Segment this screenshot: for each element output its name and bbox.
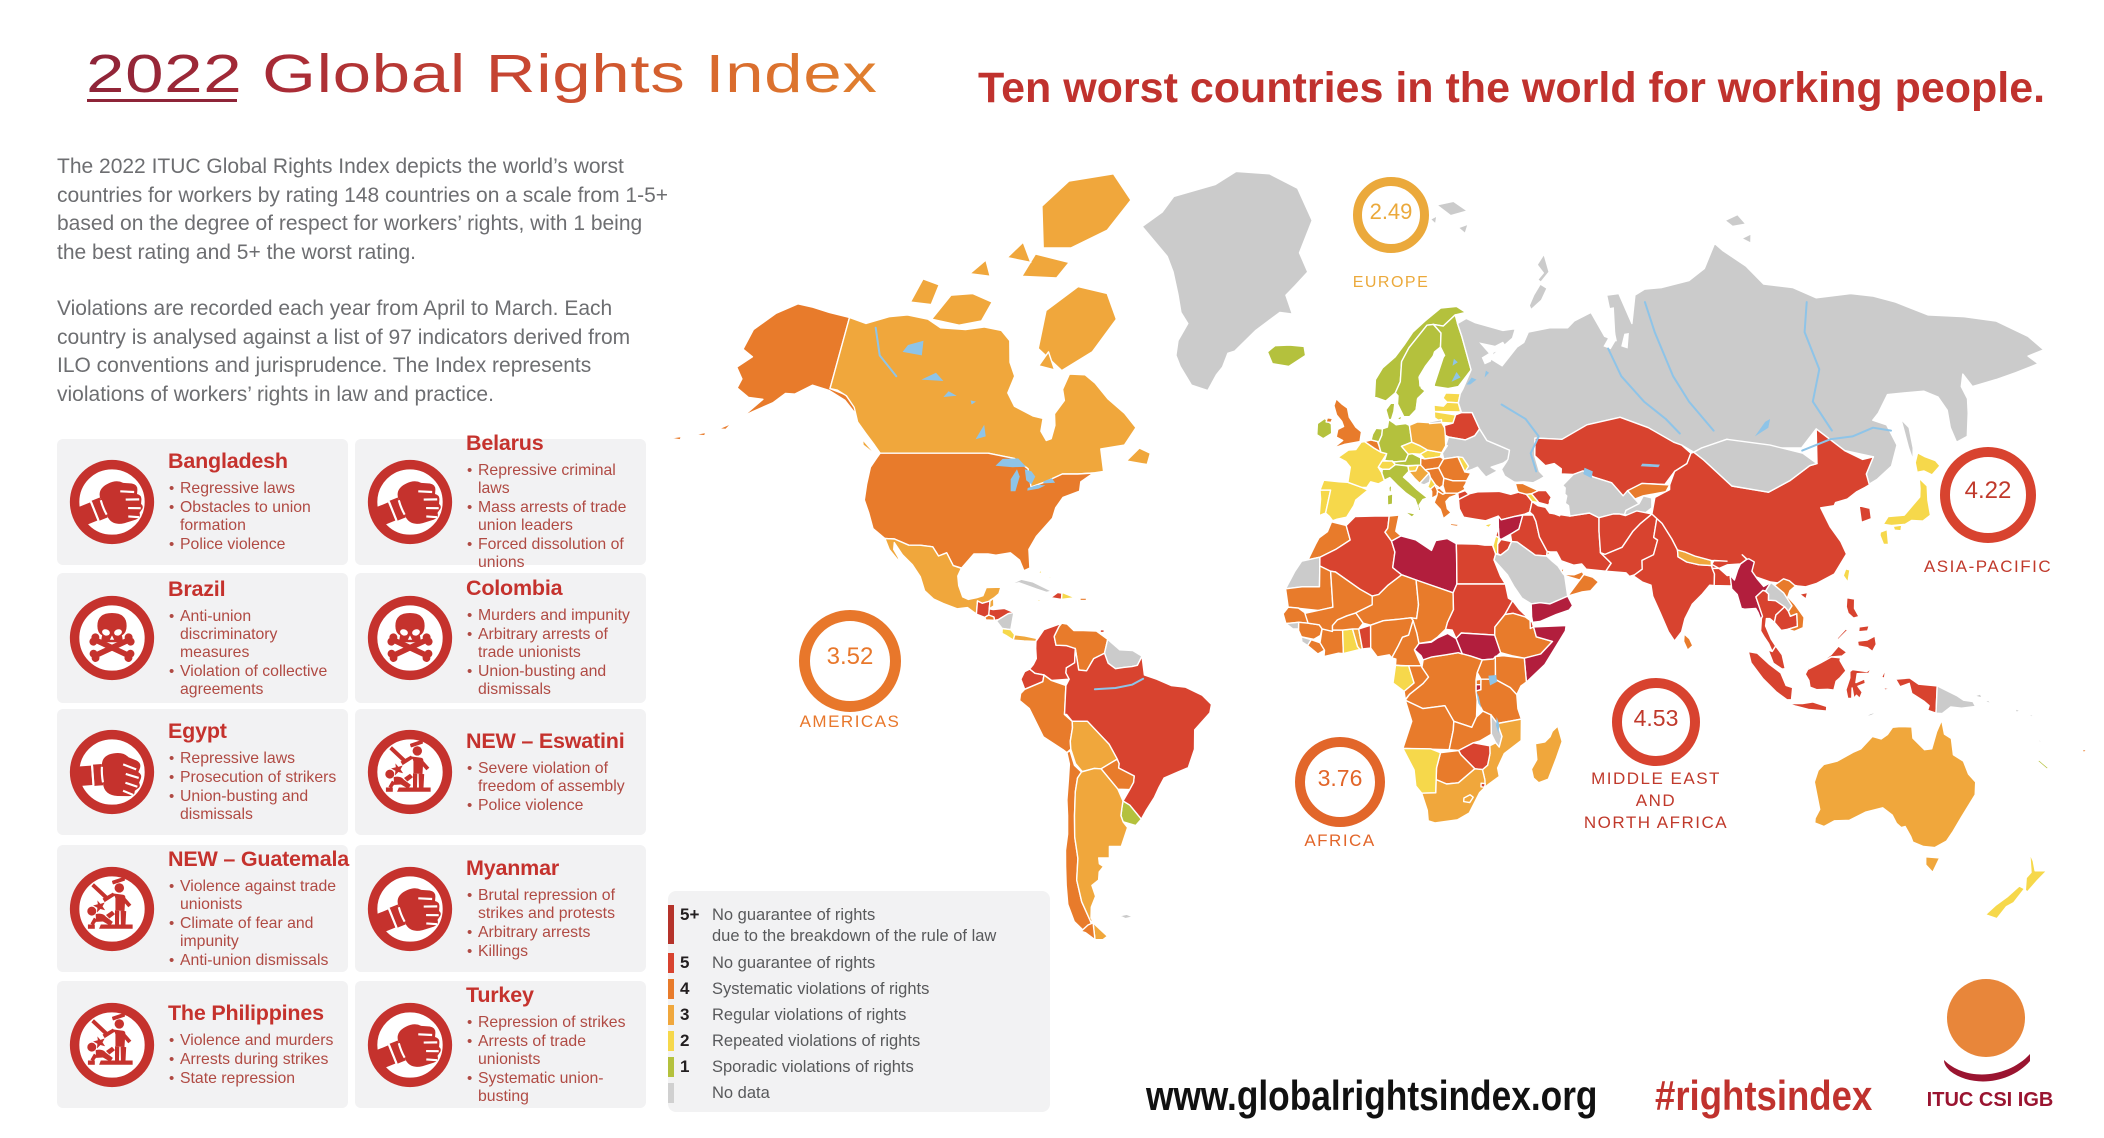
svg-text:ITUC CSI IGB: ITUC CSI IGB <box>1928 1089 2053 1111</box>
